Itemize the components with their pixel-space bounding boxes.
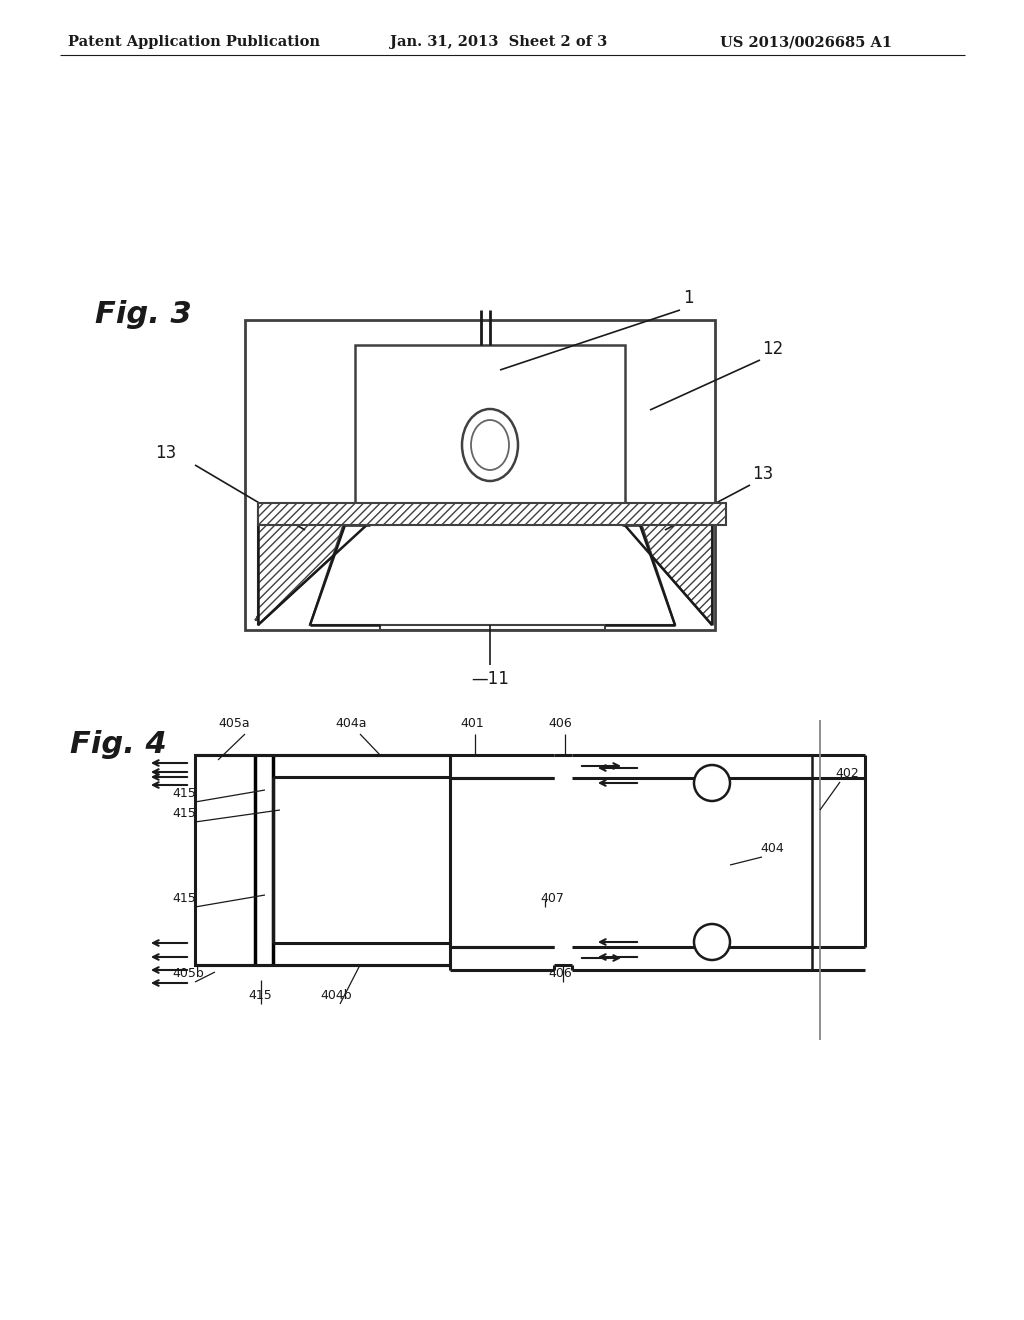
Text: 406: 406	[548, 717, 571, 730]
Text: US 2013/0026685 A1: US 2013/0026685 A1	[720, 36, 892, 49]
Text: 13: 13	[155, 444, 176, 462]
Text: Patent Application Publication: Patent Application Publication	[68, 36, 319, 49]
Text: 405b: 405b	[172, 968, 204, 979]
Text: 12: 12	[762, 341, 783, 358]
Text: Jan. 31, 2013  Sheet 2 of 3: Jan. 31, 2013 Sheet 2 of 3	[390, 36, 607, 49]
Text: 415: 415	[172, 787, 196, 800]
Text: 407: 407	[540, 892, 564, 906]
Text: 404b: 404b	[319, 989, 351, 1002]
Ellipse shape	[462, 409, 518, 480]
Bar	[355, 345, 625, 520]
Text: 404: 404	[760, 842, 783, 855]
Text: Fig. 4: Fig. 4	[70, 730, 167, 759]
Bar	[380, 579, 605, 630]
Text: 415: 415	[172, 892, 196, 906]
Text: 401: 401	[460, 717, 483, 730]
Polygon shape	[622, 510, 712, 624]
Text: 402: 402	[835, 767, 859, 780]
Circle shape	[694, 924, 730, 960]
Text: 415: 415	[248, 989, 271, 1002]
Text: 405a: 405a	[218, 717, 250, 730]
Text: 13: 13	[752, 465, 773, 483]
Text: 404a: 404a	[335, 717, 367, 730]
Ellipse shape	[471, 420, 509, 470]
Text: 1: 1	[683, 289, 693, 308]
Polygon shape	[255, 520, 360, 620]
Bar	[245, 319, 715, 630]
Text: 415: 415	[172, 807, 196, 820]
Bar	[195, 755, 450, 965]
Text: Fig. 3: Fig. 3	[95, 300, 191, 329]
Circle shape	[694, 766, 730, 801]
Bar	[258, 503, 726, 525]
Polygon shape	[258, 510, 370, 624]
Polygon shape	[310, 520, 675, 624]
Text: —11: —11	[471, 671, 509, 688]
Text: 406: 406	[548, 968, 571, 979]
